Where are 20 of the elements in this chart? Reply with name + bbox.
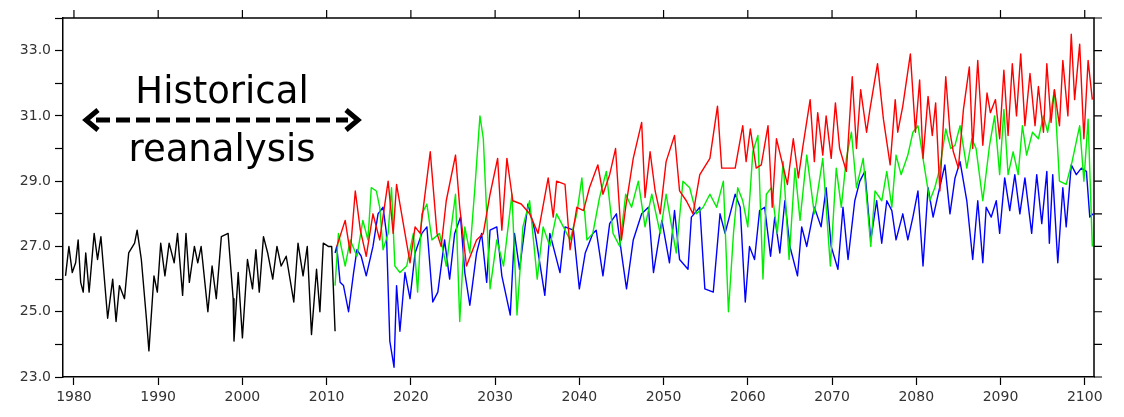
y-tick-label: 27.0 <box>19 237 51 254</box>
x-tick-label: 2040 <box>561 388 598 405</box>
y-tick-label: 29.0 <box>19 171 51 188</box>
x-tick-label: 2080 <box>898 388 935 405</box>
x-tick-label: 2090 <box>982 388 1019 405</box>
x-tick-label: 2020 <box>393 388 429 405</box>
y-tick-label: 33.0 <box>19 41 51 58</box>
x-tick-label: 2100 <box>1066 388 1103 405</box>
x-tick-label: 2060 <box>729 388 766 405</box>
x-tick-label: 2000 <box>224 388 261 405</box>
x-tick-label: 1980 <box>56 388 92 405</box>
x-tick-label: 2050 <box>645 388 682 405</box>
y-tick-label: 25.0 <box>19 302 51 319</box>
annotation: Historical reanalysis <box>127 68 317 172</box>
x-tick-label: 2030 <box>477 388 513 405</box>
x-tick-label: 1990 <box>140 388 176 405</box>
y-tick-label: 23.0 <box>19 367 51 384</box>
x-tick-label: 2070 <box>814 388 850 405</box>
y-tick-label: 31.0 <box>19 106 51 123</box>
x-tick-label: 2010 <box>308 388 345 405</box>
